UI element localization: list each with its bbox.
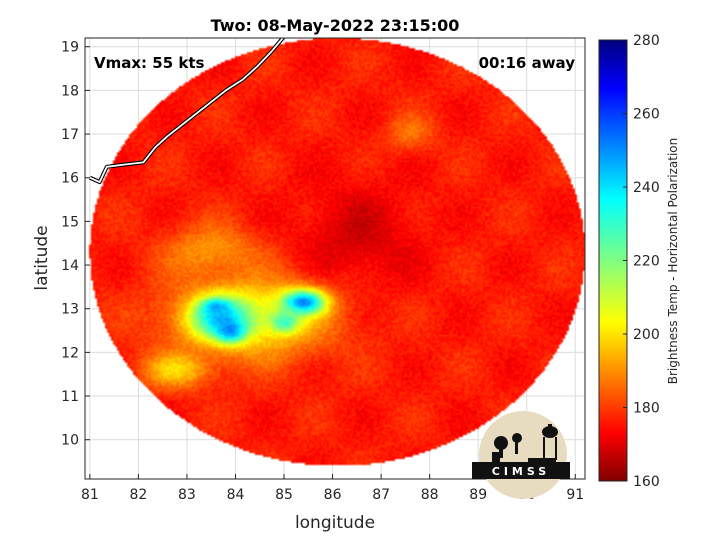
colorbar-tick-label: 200 (633, 327, 660, 343)
colorbar-tick-label: 180 (633, 401, 660, 417)
colorbar-label: Brightness Temp - Horizontal Polarizatio… (666, 138, 680, 385)
y-tick-label: 17 (61, 127, 79, 143)
y-tick-label: 15 (61, 214, 79, 230)
y-tick-label: 12 (61, 345, 79, 361)
logo-text: CIMSS (492, 465, 550, 478)
coastline (89, 38, 285, 184)
y-tick-label: 13 (61, 302, 79, 318)
x-tick-label: 82 (129, 487, 147, 503)
y-tick-label: 10 (61, 433, 79, 449)
x-tick-label: 89 (469, 487, 487, 503)
colorbar-tick-label: 240 (633, 180, 660, 196)
colorbar: 160 180 200 220 240 260 280 Brightness Temp - … (598, 33, 680, 490)
colorbar-tick-label: 220 (633, 254, 660, 270)
brightness-temperature-swath (85, 38, 585, 479)
x-tick-label: 84 (227, 487, 245, 503)
y-tick-label: 14 (61, 258, 79, 274)
chart-title: Two: 08-May-2022 23:15:00 (211, 16, 460, 35)
axes-frame (84, 37, 586, 480)
y-tick-label: 11 (61, 389, 79, 405)
colorbar-tick-label: 280 (633, 33, 660, 49)
y-tick-label: 16 (61, 171, 79, 187)
x-axis-ticks: 8182838485868788899091 (81, 474, 584, 503)
vmax-annotation: Vmax: 55 kts (94, 54, 204, 72)
y-tick-label: 18 (61, 83, 79, 99)
x-tick-label: 81 (81, 487, 99, 503)
colorbar-ticks: 160 180 200 220 240 260 280 (623, 33, 660, 490)
x-axis-label: longitude (295, 513, 375, 533)
y-axis-ticks: 10 11 12 13 14 15 16 17 18 19 (61, 40, 90, 449)
y-axis-label: latitude (32, 225, 52, 290)
x-tick-label: 91 (566, 487, 584, 503)
x-tick-label: 83 (178, 487, 196, 503)
colorbar-tick-label: 160 (633, 474, 660, 490)
cimss-logo: CIMSS (472, 411, 570, 499)
time-offset-annotation: 00:16 away (479, 54, 576, 72)
x-tick-label: 87 (372, 487, 390, 503)
x-tick-label: 85 (275, 487, 293, 503)
colorbar-gradient (599, 40, 627, 481)
colorbar-tick-label: 260 (633, 107, 660, 123)
x-tick-label: 88 (421, 487, 439, 503)
x-tick-label: 86 (324, 487, 342, 503)
y-tick-label: 19 (61, 40, 79, 56)
